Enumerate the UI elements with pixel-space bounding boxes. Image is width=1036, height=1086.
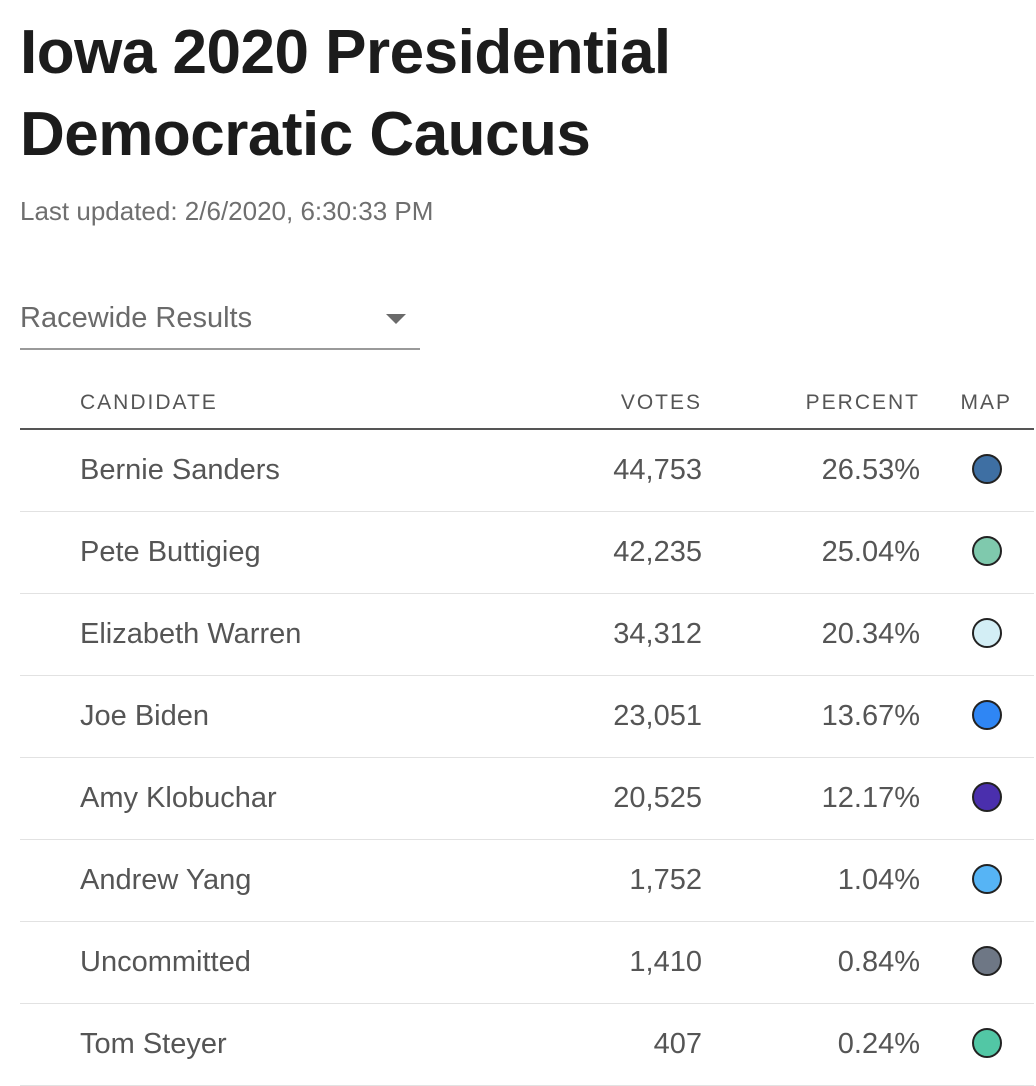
map-color-swatch [972,536,1002,566]
candidate-votes: 42,235 [613,536,702,568]
table-header: CANDIDATE VOTES PERCENT MAP [20,378,1034,430]
candidate-votes: 1,410 [629,946,702,978]
column-header-candidate: CANDIDATE [80,391,218,414]
page-title: Iowa 2020 Presidential Democratic Caucus [20,18,671,169]
table-row: Pete Buttigieg 42,235 25.04% [20,512,1034,594]
map-color-swatch [972,1028,1002,1058]
candidate-votes: 20,525 [613,782,702,814]
column-header-map: MAP [960,391,1012,414]
candidate-percent: 13.67% [821,700,920,732]
candidate-name: Elizabeth Warren [80,618,302,650]
map-color-swatch [972,864,1002,894]
results-table: CANDIDATE VOTES PERCENT MAP Bernie Sande… [20,378,1034,1086]
candidate-percent: 25.04% [821,536,920,568]
column-header-votes: VOTES [620,391,702,414]
candidate-percent: 20.34% [821,618,920,650]
candidate-name: Tom Steyer [80,1028,227,1060]
map-color-swatch [972,946,1002,976]
candidate-percent: 1.04% [837,864,920,896]
table-row: Bernie Sanders 44,753 26.53% [20,430,1034,512]
candidate-votes: 44,753 [613,454,702,486]
candidate-percent: 26.53% [821,454,920,486]
map-color-swatch [972,782,1002,812]
dropdown-selected-value: Racewide Results [20,302,253,334]
candidate-votes: 34,312 [613,618,702,650]
table-row: Elizabeth Warren 34,312 20.34% [20,594,1034,676]
table-row: Tom Steyer 407 0.24% [20,1004,1034,1086]
candidate-name: Bernie Sanders [80,454,280,486]
candidate-name: Joe Biden [80,700,209,732]
last-updated-text: Last updated: 2/6/2020, 6:30:33 PM [20,196,434,226]
column-header-percent: PERCENT [805,391,920,414]
table-row: Joe Biden 23,051 13.67% [20,676,1034,758]
candidate-name: Pete Buttigieg [80,536,261,568]
results-scope-dropdown[interactable]: Racewide Results [20,294,420,350]
map-color-swatch [972,454,1002,484]
map-color-swatch [972,618,1002,648]
table-row: Amy Klobuchar 20,525 12.17% [20,758,1034,840]
table-row: Andrew Yang 1,752 1.04% [20,840,1034,922]
candidate-percent: 0.24% [837,1028,920,1060]
candidate-name: Uncommitted [80,946,251,978]
candidate-votes: 23,051 [613,700,702,732]
candidate-votes: 407 [653,1028,702,1060]
candidate-name: Amy Klobuchar [80,782,277,814]
candidate-name: Andrew Yang [80,864,252,896]
candidate-percent: 0.84% [837,946,920,978]
candidate-votes: 1,752 [629,864,702,896]
candidate-percent: 12.17% [821,782,920,814]
caret-down-icon [386,314,406,324]
table-row: Uncommitted 1,410 0.84% [20,922,1034,1004]
map-color-swatch [972,700,1002,730]
